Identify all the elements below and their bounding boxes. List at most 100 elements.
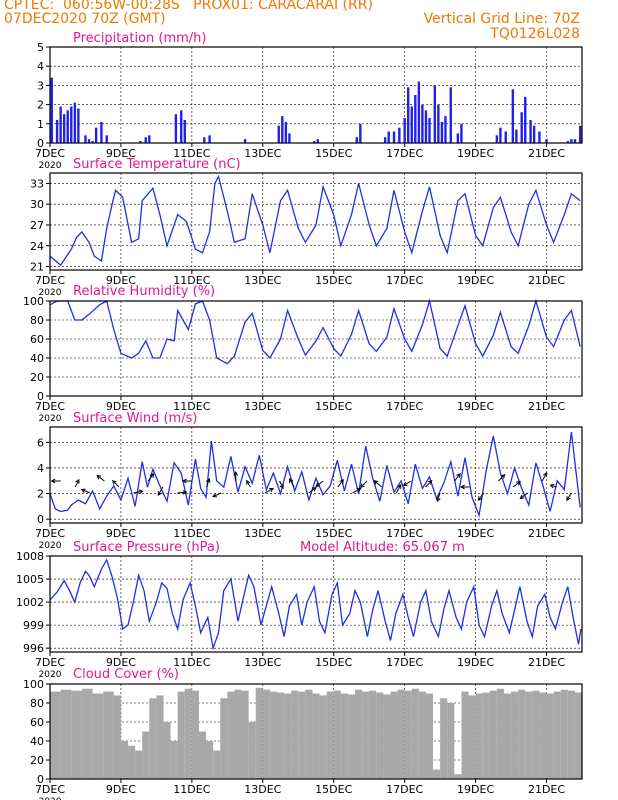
model-altitude: Model Altitude: 65.067 m: [300, 540, 465, 555]
x-tick-label: 13DEC: [244, 274, 281, 287]
wind-arrow-head: [233, 470, 239, 476]
precip-bar: [524, 96, 527, 143]
wind-arrow-head: [402, 481, 408, 487]
precip-bar: [387, 131, 390, 143]
humidity-title: Relative Humidity (%): [73, 284, 215, 299]
wind-arrow: [395, 484, 402, 494]
x-tick-label: 15DEC: [315, 527, 352, 540]
x-tick-label: 17DEC: [386, 783, 423, 796]
wind-arrow-head: [111, 479, 117, 485]
precip-bar: [174, 114, 178, 143]
x-tick-label: 11DEC: [173, 400, 210, 413]
wind-arrow: [512, 481, 521, 488]
cloud-bar: [120, 741, 129, 779]
cloud-bar: [177, 691, 185, 779]
wind-arrow-head: [500, 473, 506, 479]
cloud-bar: [291, 690, 299, 779]
cloud-bar: [234, 689, 242, 779]
x-tick-label: 15DEC: [315, 783, 352, 796]
precip-bar: [573, 139, 577, 143]
x-tick-label: 13DEC: [244, 400, 281, 413]
precip-bar: [403, 118, 406, 143]
wind-arrow: [436, 492, 441, 502]
x-tick-label: 17DEC: [386, 274, 423, 287]
cloud-bar: [142, 731, 150, 779]
press-series-line: [49, 558, 582, 651]
x-tick-label: 19DEC: [457, 783, 494, 796]
y-tick-label: 6: [37, 436, 44, 449]
y-tick-label: 40: [30, 735, 44, 748]
wind-arrow-head: [212, 493, 218, 498]
cloud-bar: [425, 693, 434, 779]
x-tick-label: 7DEC: [35, 147, 65, 160]
precip-bar: [511, 89, 515, 143]
y-tick-label: 30: [30, 198, 44, 211]
wind-arrow: [289, 478, 295, 488]
cloud-bar: [149, 698, 157, 779]
precip-bar: [243, 139, 247, 143]
x-tick-label: 13DEC: [244, 527, 281, 540]
wind-arrow: [96, 475, 105, 482]
x-tick-label: 9DEC: [106, 783, 136, 796]
x-tick-label: 19DEC: [457, 527, 494, 540]
cloud-bar: [326, 691, 334, 779]
cloud-bar: [376, 692, 384, 779]
y-tick-label: 0: [37, 773, 44, 786]
wind-arrow: [112, 480, 120, 488]
wind-arrow-head: [397, 483, 402, 489]
y-tick-label: 4: [37, 60, 44, 73]
x-tick-label: 7DEC: [35, 274, 65, 287]
wind-arrow-head: [80, 488, 86, 493]
wind-arrow: [566, 492, 572, 501]
wind-arrow: [279, 480, 284, 489]
wind-arrow: [498, 474, 506, 482]
wind-arrow: [206, 478, 210, 488]
wind-arrow-head: [339, 478, 344, 484]
x-tick-label: 9DEC: [106, 656, 136, 669]
precip-bar: [277, 125, 280, 143]
precip-bar: [66, 110, 69, 143]
wind-arrow-head: [356, 487, 362, 493]
x-tick-label: 15DEC: [315, 147, 352, 160]
x-tick-label: 17DEC: [386, 400, 423, 413]
x-tick-label: 7DEC: [35, 783, 65, 796]
wind-arrow-head: [460, 484, 465, 490]
precip-bar: [70, 106, 73, 143]
cloud-bar: [163, 722, 171, 779]
precip-bar: [417, 81, 421, 143]
wind-panel: Surface Wind (m/s) 0 2 4 6 7DEC 9DEC 11DEC 13DE…: [35, 411, 583, 551]
precip-bar: [105, 135, 108, 143]
year-label: 2020: [39, 288, 62, 298]
precip-bar: [94, 127, 98, 143]
precip-bar: [91, 141, 94, 143]
wind-arrow-head: [566, 496, 571, 502]
wind-arrow: [74, 479, 80, 488]
y-tick-label: 0: [37, 390, 44, 403]
y-tick-label: 3: [37, 79, 44, 92]
cloud-bar: [248, 722, 256, 779]
y-tick-label: 27: [30, 219, 44, 232]
x-tick-label: 9DEC: [106, 147, 136, 160]
x-tick-label: 11DEC: [173, 147, 210, 160]
cloud-bar: [475, 693, 483, 779]
wind-arrow: [425, 480, 433, 488]
wind-arrow: [147, 473, 154, 482]
x-tick-label: 15DEC: [315, 274, 352, 287]
y-tick-label: 999: [23, 619, 44, 632]
wind-arrow-head: [519, 494, 525, 500]
cloud-bar: [369, 690, 377, 779]
temperature-panel: Surface Temperature (nC) 21 24 27 30 33 7DEC 9…: [30, 157, 583, 298]
x-tick-label: 11DEC: [173, 527, 210, 540]
x-tick-label: 19DEC: [457, 656, 494, 669]
year-label: 2020: [39, 670, 62, 680]
x-tick-label: 7DEC: [35, 400, 65, 413]
y-tick-label: 4: [37, 462, 44, 475]
cloud-bar: [390, 691, 398, 779]
precip-bar: [284, 121, 288, 143]
wind-arrow: [337, 479, 344, 488]
x-tick-label: 21DEC: [528, 274, 565, 287]
cloud-bar: [319, 695, 327, 779]
wind-arrow: [352, 488, 361, 494]
precip-bar: [424, 110, 428, 143]
